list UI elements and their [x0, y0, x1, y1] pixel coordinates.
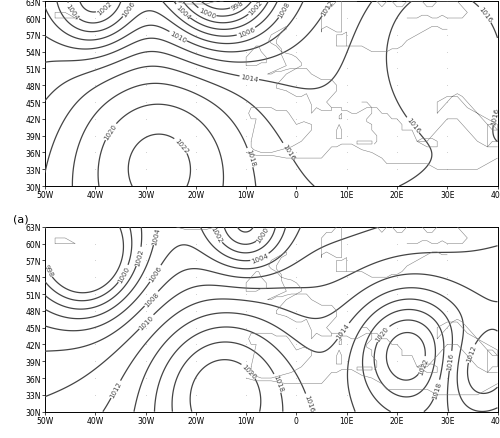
Text: 1004: 1004: [151, 226, 160, 245]
Text: 1012: 1012: [320, 0, 335, 18]
Text: 1002: 1002: [134, 247, 144, 266]
Text: 1010: 1010: [138, 314, 155, 331]
Text: 1008: 1008: [143, 290, 160, 307]
Text: (a): (a): [14, 214, 29, 224]
Text: 1020: 1020: [374, 325, 390, 343]
Text: 1014: 1014: [336, 322, 351, 340]
Text: 1020: 1020: [103, 123, 118, 141]
Text: 1016: 1016: [304, 394, 314, 413]
Text: 1008: 1008: [277, 1, 291, 19]
Text: 1016: 1016: [405, 117, 421, 135]
Text: 998: 998: [42, 263, 54, 278]
Text: 1006: 1006: [237, 27, 256, 39]
Text: 1010: 1010: [169, 30, 188, 44]
Text: 1000: 1000: [117, 265, 131, 283]
Text: 1018: 1018: [245, 149, 256, 168]
Text: 1000: 1000: [256, 226, 270, 244]
Text: 1014: 1014: [240, 74, 258, 83]
Text: 1002: 1002: [96, 0, 114, 17]
Text: 1018: 1018: [432, 380, 442, 399]
Text: 1004: 1004: [64, 4, 80, 22]
Text: 1004: 1004: [174, 4, 191, 21]
Text: 1016: 1016: [281, 143, 295, 161]
Text: 1004: 1004: [250, 252, 270, 265]
Text: 1016: 1016: [478, 6, 493, 24]
Text: 1002: 1002: [210, 226, 224, 244]
Text: 1022: 1022: [174, 137, 190, 155]
Text: 1018: 1018: [272, 374, 284, 393]
Text: 1012: 1012: [109, 380, 122, 399]
Text: 1012: 1012: [465, 344, 477, 363]
Text: 1000: 1000: [198, 7, 216, 20]
Text: 1006: 1006: [122, 0, 136, 19]
Text: 998: 998: [230, 0, 244, 12]
Text: 1020: 1020: [241, 362, 258, 379]
Text: 1006: 1006: [148, 265, 163, 283]
Text: 1022: 1022: [417, 357, 429, 375]
Text: 1016: 1016: [446, 352, 454, 370]
Text: 1002: 1002: [248, 0, 264, 17]
Text: 1016: 1016: [490, 107, 500, 126]
